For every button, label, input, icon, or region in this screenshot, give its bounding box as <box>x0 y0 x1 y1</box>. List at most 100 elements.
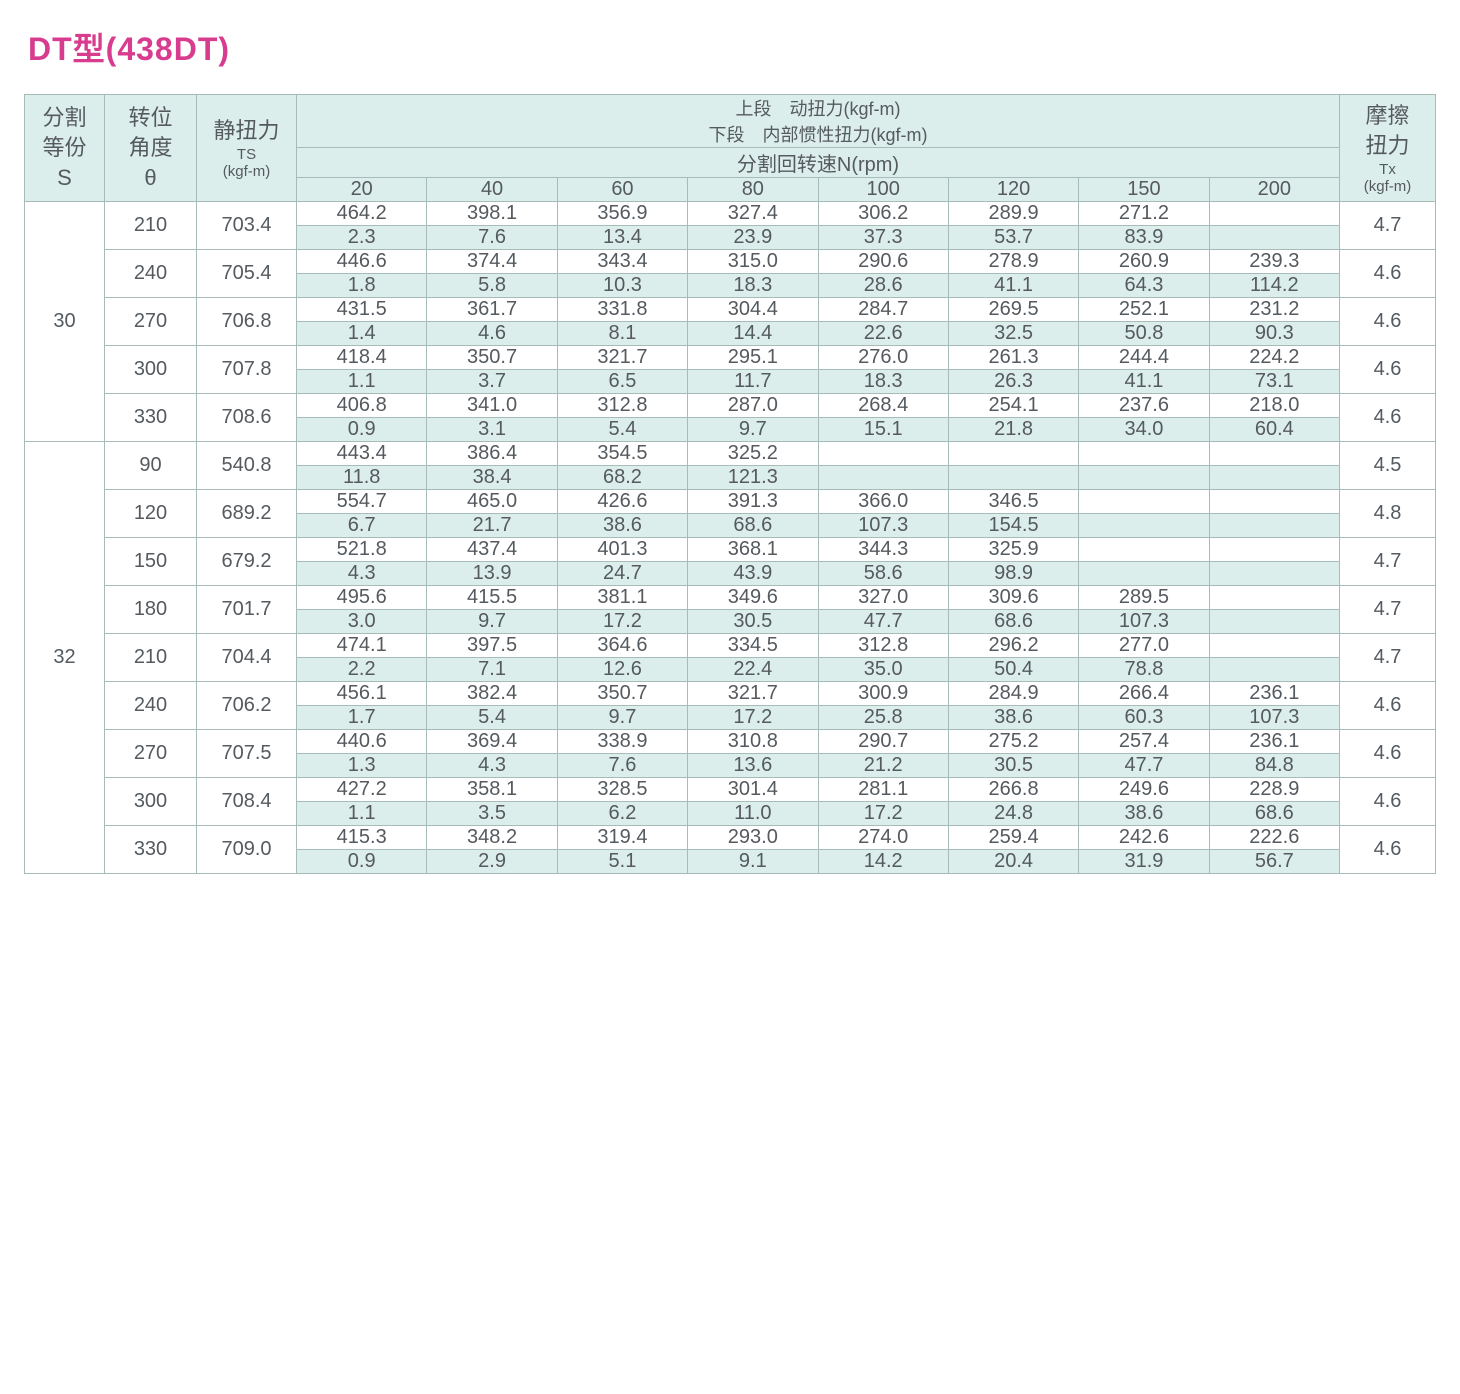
inertia-cell: 107.3 <box>1209 706 1339 730</box>
inertia-cell: 13.9 <box>427 562 557 586</box>
dyn-cell: 474.1 <box>297 634 427 658</box>
inertia-cell: 5.4 <box>427 706 557 730</box>
theta-cell: 90 <box>105 442 197 490</box>
dyn-cell: 443.4 <box>297 442 427 466</box>
inertia-cell: 10.3 <box>557 274 687 298</box>
ts-cell: 705.4 <box>197 250 297 298</box>
hdr-rpm-150: 150 <box>1079 178 1209 202</box>
inertia-cell: 13.4 <box>557 226 687 250</box>
tx-cell: 4.6 <box>1340 394 1436 442</box>
dyn-cell: 312.8 <box>818 634 948 658</box>
dyn-cell: 554.7 <box>297 490 427 514</box>
inertia-cell: 2.2 <box>297 658 427 682</box>
dyn-cell: 237.6 <box>1079 394 1209 418</box>
dyn-cell: 269.5 <box>948 298 1078 322</box>
table-row: 210704.4474.1397.5364.6334.5312.8296.227… <box>25 634 1436 658</box>
dyn-cell: 391.3 <box>688 490 818 514</box>
dyn-cell: 406.8 <box>297 394 427 418</box>
inertia-cell: 14.4 <box>688 322 818 346</box>
dyn-cell: 249.6 <box>1079 778 1209 802</box>
inertia-cell: 14.2 <box>818 850 948 874</box>
ts-cell: 708.6 <box>197 394 297 442</box>
inertia-cell: 6.2 <box>557 802 687 826</box>
hdr-Tx-l3: Tx <box>1340 161 1435 178</box>
dyn-cell: 446.6 <box>297 250 427 274</box>
tx-cell: 4.6 <box>1340 730 1436 778</box>
inertia-cell: 154.5 <box>948 514 1078 538</box>
inertia-cell: 11.7 <box>688 370 818 394</box>
dyn-cell: 350.7 <box>427 346 557 370</box>
hdr-rpm-20: 20 <box>297 178 427 202</box>
dyn-cell: 259.4 <box>948 826 1078 850</box>
dyn-cell <box>1079 538 1209 562</box>
dyn-cell: 295.1 <box>688 346 818 370</box>
tx-cell: 4.6 <box>1340 682 1436 730</box>
ts-cell: 701.7 <box>197 586 297 634</box>
dyn-cell: 239.3 <box>1209 250 1339 274</box>
ts-cell: 708.4 <box>197 778 297 826</box>
inertia-cell: 28.6 <box>818 274 948 298</box>
inertia-cell: 11.8 <box>297 466 427 490</box>
theta-cell: 210 <box>105 634 197 682</box>
tx-cell: 4.7 <box>1340 586 1436 634</box>
dyn-cell: 261.3 <box>948 346 1078 370</box>
hdr-theta: 转位 角度 θ <box>105 95 197 202</box>
dyn-cell: 304.4 <box>688 298 818 322</box>
inertia-cell: 3.5 <box>427 802 557 826</box>
inertia-cell: 24.7 <box>557 562 687 586</box>
dyn-cell <box>1209 586 1339 610</box>
hdr-Tx-l4: (kgf-m) <box>1340 178 1435 195</box>
dyn-cell: 257.4 <box>1079 730 1209 754</box>
ts-cell: 689.2 <box>197 490 297 538</box>
inertia-cell <box>1079 466 1209 490</box>
inertia-cell: 38.4 <box>427 466 557 490</box>
dyn-cell: 397.5 <box>427 634 557 658</box>
inertia-cell: 2.3 <box>297 226 427 250</box>
inertia-cell: 38.6 <box>557 514 687 538</box>
inertia-cell <box>948 466 1078 490</box>
dyn-cell: 228.9 <box>1209 778 1339 802</box>
dyn-cell: 236.1 <box>1209 730 1339 754</box>
inertia-cell: 68.6 <box>688 514 818 538</box>
hdr-Tx-l1: 摩擦 <box>1340 101 1435 131</box>
dyn-cell: 312.8 <box>557 394 687 418</box>
dyn-cell: 327.4 <box>688 202 818 226</box>
inertia-cell: 20.4 <box>948 850 1078 874</box>
hdr-rpm-label: 分割回转速N(rpm) <box>297 148 1340 178</box>
dyn-cell: 296.2 <box>948 634 1078 658</box>
dyn-cell: 254.1 <box>948 394 1078 418</box>
inertia-cell: 78.8 <box>1079 658 1209 682</box>
tx-cell: 4.6 <box>1340 778 1436 826</box>
inertia-cell: 5.1 <box>557 850 687 874</box>
table-row: 300708.4427.2358.1328.5301.4281.1266.824… <box>25 778 1436 802</box>
inertia-cell: 17.2 <box>818 802 948 826</box>
dyn-cell <box>1209 202 1339 226</box>
inertia-cell: 53.7 <box>948 226 1078 250</box>
dyn-cell <box>948 442 1078 466</box>
dyn-cell: 431.5 <box>297 298 427 322</box>
inertia-cell: 13.6 <box>688 754 818 778</box>
tx-cell: 4.6 <box>1340 826 1436 874</box>
inertia-cell: 9.1 <box>688 850 818 874</box>
dyn-cell: 427.2 <box>297 778 427 802</box>
inertia-cell: 37.3 <box>818 226 948 250</box>
hdr-TS-l2: TS <box>197 146 296 163</box>
inertia-cell: 6.7 <box>297 514 427 538</box>
inertia-cell: 60.3 <box>1079 706 1209 730</box>
hdr-rpm-80: 80 <box>688 178 818 202</box>
inertia-cell: 17.2 <box>557 610 687 634</box>
dyn-cell: 242.6 <box>1079 826 1209 850</box>
dyn-cell: 495.6 <box>297 586 427 610</box>
dyn-cell: 271.2 <box>1079 202 1209 226</box>
inertia-cell: 1.3 <box>297 754 427 778</box>
inertia-cell: 47.7 <box>1079 754 1209 778</box>
ts-cell: 703.4 <box>197 202 297 250</box>
dyn-cell: 310.8 <box>688 730 818 754</box>
dyn-cell: 374.4 <box>427 250 557 274</box>
dyn-cell: 276.0 <box>818 346 948 370</box>
dyn-cell: 348.2 <box>427 826 557 850</box>
dyn-cell: 244.4 <box>1079 346 1209 370</box>
tx-cell: 4.7 <box>1340 202 1436 250</box>
dyn-cell: 274.0 <box>818 826 948 850</box>
dyn-cell: 309.6 <box>948 586 1078 610</box>
